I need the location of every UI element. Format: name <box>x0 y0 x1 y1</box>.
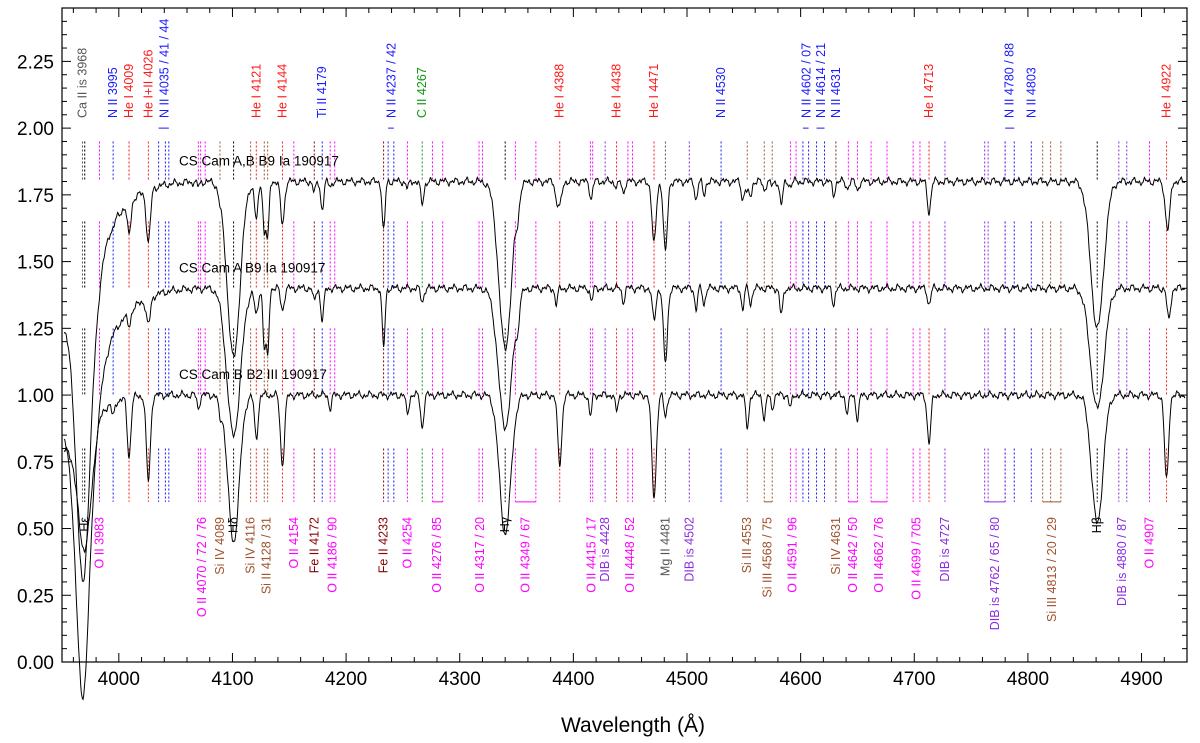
bottom-line-label: O II 4907 <box>1143 517 1157 568</box>
bottom-line-label: Si IV 4116 <box>244 517 258 574</box>
bottom-line-label: Si III 4568 / 75 <box>761 517 775 598</box>
bottom-line-label: O II 4415 / 17 <box>585 517 599 593</box>
y-tick-label: 0.75 <box>17 453 54 474</box>
spectrum-label-2: CS Cam A B9 Ia 190917 <box>179 260 325 275</box>
top-line-label: He I 4438 <box>610 64 624 118</box>
y-tick-label: 1.75 <box>17 186 54 207</box>
line-markers <box>81 127 1168 503</box>
bottom-line-label: Si IV 4089 <box>213 517 227 575</box>
bottom-line-label: Hε <box>78 517 92 532</box>
bottom-line-label: DIB is 4502 <box>682 517 696 582</box>
y-tick-label: 0.25 <box>17 586 54 607</box>
y-tick-label: 1.00 <box>17 386 54 407</box>
bottom-line-label: O II 4349 / 67 <box>519 517 533 593</box>
bottom-line-label: Mg II 4481 <box>658 517 672 576</box>
plot-frame <box>61 7 1188 663</box>
bottom-line-label: Si IV 4631 <box>829 517 843 575</box>
y-tick-label: 2.00 <box>17 119 54 140</box>
top-line-label: N II 4530 <box>714 67 728 118</box>
x-tick-label: 4200 <box>325 669 367 690</box>
bottom-line-label: Hδ <box>227 517 241 533</box>
top-line-label: He I 4009 <box>122 64 136 118</box>
bottom-line-label: O II 4154 <box>287 517 301 568</box>
y-tick-label: 0.50 <box>17 520 54 541</box>
bottom-line-label: O II 4070 / 72 / 76 <box>195 517 209 617</box>
y-tick-label: 1.25 <box>17 319 54 340</box>
bottom-line-label: O II 4317 / 20 <box>473 517 487 593</box>
x-tick-label: 4500 <box>666 669 708 690</box>
top-line-label: N II 4614 / 21 <box>814 43 828 118</box>
bottom-line-label: Hβ <box>1090 517 1104 533</box>
x-tick-label: 4600 <box>779 669 821 690</box>
y-tick-label: 2.25 <box>17 52 54 73</box>
top-line-label: He I+II 4026 <box>141 50 155 118</box>
x-tick-label: 4700 <box>893 669 935 690</box>
x-tick-label: 4800 <box>1007 669 1049 690</box>
x-axis-title: Wavelength (Å) <box>561 714 705 737</box>
spectrum-label-3: CS Cam B B2 III 190917 <box>179 367 327 382</box>
spectrum-line-1 <box>63 175 1186 583</box>
bottom-line-label: Hγ <box>498 516 512 532</box>
top-line-label: Ti II 4179 <box>315 66 329 118</box>
x-tick-label: 4000 <box>98 669 140 690</box>
bottom-line-label: O II 4662 / 76 <box>872 517 886 593</box>
top-line-label: N II 3995 <box>106 67 120 118</box>
top-line-label: C II 4267 <box>415 67 429 118</box>
bottom-line-label: DIB is 4762 / 65 / 80 <box>988 517 1002 630</box>
bottom-line-label: O II 4591 / 96 <box>786 517 800 593</box>
top-line-label: N II 4803 <box>1024 67 1038 118</box>
bottom-line-label: O II 4642 / 50 <box>846 517 860 593</box>
spectrum-line-3 <box>63 389 1186 554</box>
top-line-label: He I 4471 <box>647 64 661 118</box>
bottom-line-label: O II 4448 / 52 <box>623 517 637 593</box>
x-tick-label: 4400 <box>552 669 594 690</box>
bottom-line-label: Si III 4813 / 20 / 29 <box>1045 517 1059 622</box>
bottom-line-label: DIB is 4727 <box>938 517 952 582</box>
bottom-line-label: Fe II 4172 <box>307 517 321 573</box>
bottom-line-label: O II 3983 <box>93 517 107 568</box>
x-tick-label: 4100 <box>211 669 253 690</box>
spectrum-label-1: CS Cam A,B B9 Ia 190917 <box>179 153 339 168</box>
spectrum-line-2 <box>63 282 1186 701</box>
top-line-label: N II 4237 / 42 <box>385 43 399 118</box>
line-labels: CS Cam A,B B9 Ia 190917 CS Cam A B9 Ia 19… <box>75 19 1173 631</box>
top-line-label: Ca II is 3968 <box>75 48 89 118</box>
bottom-line-label: Si III 4553 <box>740 517 754 573</box>
top-line-label: He I 4922 <box>1160 64 1174 118</box>
bottom-line-label: O II 4699 / 705 <box>910 517 924 600</box>
top-line-label: N II 4602 / 07 <box>799 43 813 118</box>
bottom-line-label: O II 4186 / 90 <box>325 517 339 593</box>
y-tick-label: 0.00 <box>17 653 54 674</box>
top-line-label: He I 4713 <box>922 64 936 118</box>
bottom-line-label: Fe II 4233 <box>377 517 391 573</box>
bottom-line-label: DIB is 4428 <box>598 517 612 582</box>
x-tick-label: 4900 <box>1120 669 1162 690</box>
spectra <box>63 175 1186 701</box>
axes: 4000 4100 4200 4300 4400 4500 4600 4700 4800 4900… <box>17 7 1188 690</box>
bottom-line-label: O II 4276 / 85 <box>430 517 444 593</box>
bottom-line-label: O II 4254 <box>400 517 414 568</box>
top-line-label: He I 4388 <box>553 64 567 118</box>
top-line-label: N II 4631 <box>829 67 843 118</box>
top-line-label: He I 4121 <box>249 64 263 118</box>
top-line-label: He I 4144 <box>275 64 289 118</box>
top-line-label: N II 4035 / 41 / 44 <box>157 19 171 118</box>
x-tick-label: 4300 <box>439 669 481 690</box>
top-line-label: N II 4780 / 88 <box>1003 43 1017 118</box>
bottom-line-label: DIB is 4880 / 87 <box>1115 517 1129 606</box>
y-tick-label: 1.50 <box>17 253 54 274</box>
bottom-line-label: Si II 4128 / 31 <box>260 517 274 594</box>
